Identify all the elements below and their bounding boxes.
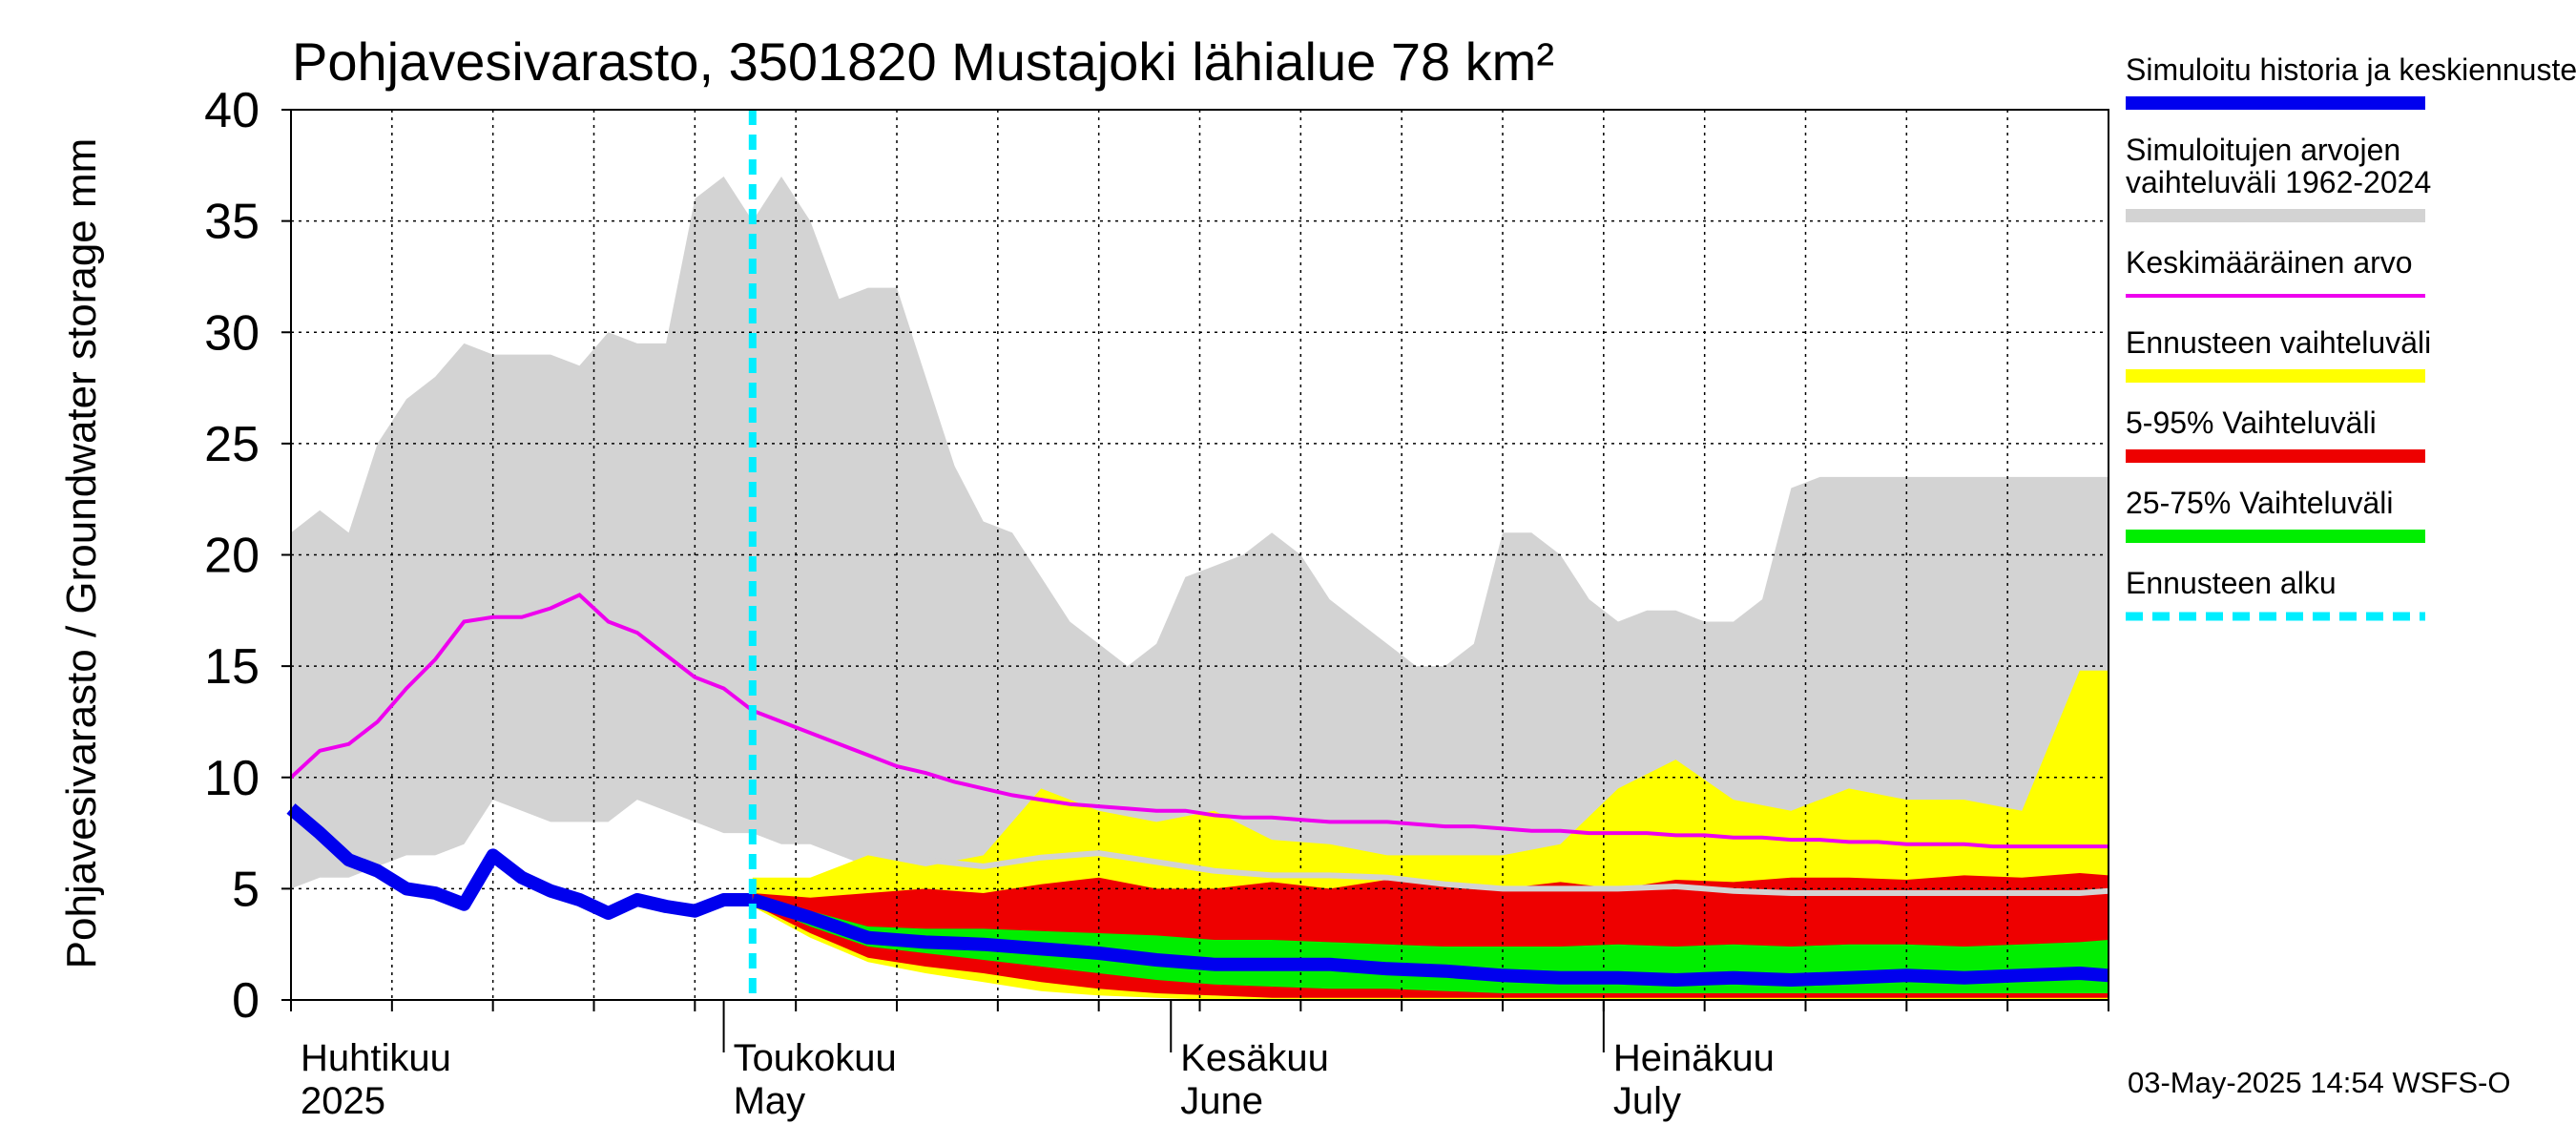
y-tick-label: 10 [204, 751, 260, 806]
legend-item: Ennusteen vaihteluväli [2126, 325, 2431, 383]
legend-item: 25-75% Vaihteluväli [2126, 486, 2425, 543]
y-tick-label: 5 [232, 862, 260, 917]
legend-label: 5-95% Vaihteluväli [2126, 406, 2377, 440]
y-tick-label: 40 [204, 83, 260, 138]
legend-label: vaihteluväli 1962-2024 [2126, 165, 2431, 199]
history-line [286, 803, 753, 920]
chart-title: Pohjavesivarasto, 3501820 Mustajoki lähi… [292, 31, 1554, 92]
legend-label: Ennusteen vaihteluväli [2126, 325, 2431, 360]
legend-label: Keskimääräinen arvo [2126, 245, 2413, 280]
plot-fills [291, 177, 2109, 1000]
history-range-band [291, 177, 2109, 889]
legend-label: 25-75% Vaihteluväli [2126, 486, 2393, 520]
y-tick-label: 30 [204, 305, 260, 361]
legend-item: Ennusteen alku [2126, 566, 2425, 621]
y-tick-label: 15 [204, 639, 260, 695]
legend-item: Keskimääräinen arvo [2126, 245, 2425, 298]
y-tick-label: 0 [232, 973, 260, 1029]
month-label: Heinäkuu [1613, 1037, 1775, 1079]
month-label-secondary: July [1613, 1080, 1681, 1122]
legend-label: Simuloitu historia ja keskiennuste [2126, 52, 2576, 87]
month-label: Toukokuu [734, 1037, 897, 1079]
month-label: Kesäkuu [1180, 1037, 1329, 1079]
y-axis-label: Pohjavesivarasto / Groundwater storage m… [58, 138, 105, 969]
legend-item: Simuloitu historia ja keskiennuste [2126, 52, 2576, 110]
plot-lines [286, 110, 2109, 1000]
mean-value-line [289, 593, 2109, 849]
y-tick-label: 20 [204, 529, 260, 584]
month-label-secondary: 2025 [301, 1080, 385, 1122]
timestamp: 03-May-2025 14:54 WSFS-O [2128, 1066, 2510, 1099]
month-label-secondary: May [734, 1080, 806, 1122]
month-label: Huhtikuu [301, 1037, 451, 1079]
legend-item: 5-95% Vaihteluväli [2126, 406, 2425, 463]
forecast-median-line [750, 893, 2109, 987]
legend: Simuloitu historia ja keskiennuste Simulo… [2126, 52, 2576, 621]
y-tick-label: 35 [204, 195, 260, 250]
month-label-secondary: June [1180, 1080, 1263, 1122]
legend-label: Simuloitujen arvojen [2126, 133, 2400, 167]
forecast-25-75-band [752, 897, 2109, 993]
grey-forecast-line [924, 850, 2109, 896]
y-axis: 0 5 10 15 20 25 30 35 40 [204, 83, 291, 1029]
y-tick-label: 25 [204, 417, 260, 472]
legend-label: Ennusteen alku [2126, 566, 2337, 600]
grid [290, 109, 2109, 1001]
